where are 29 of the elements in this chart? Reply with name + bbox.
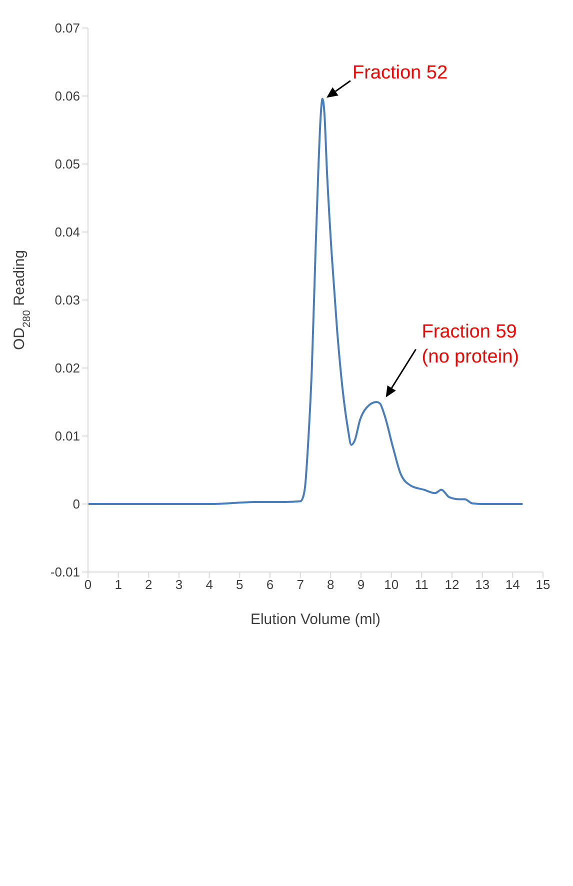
x-tick-label: 4 bbox=[206, 577, 213, 592]
y-tick-label: 0.07 bbox=[54, 20, 80, 36]
x-axis-title: Elution Volume (ml) bbox=[250, 611, 381, 628]
x-tick-label: 6 bbox=[266, 577, 274, 592]
x-tick-label: 11 bbox=[414, 577, 428, 592]
annotation: Fraction 59 (no protein) bbox=[422, 321, 519, 368]
x-tick-label: 13 bbox=[475, 577, 490, 592]
x-tick-label: 9 bbox=[357, 577, 365, 592]
x-tick-label: 12 bbox=[444, 577, 460, 592]
line-series bbox=[88, 98, 524, 505]
y-tick-label: 0 bbox=[72, 496, 80, 512]
x-tick-label: 15 bbox=[536, 577, 550, 592]
x-tick-label: 8 bbox=[327, 577, 334, 592]
x-tick-label: 2 bbox=[145, 577, 152, 592]
x-tick-label: 1 bbox=[114, 577, 122, 592]
y-tick-label: -0.01 bbox=[50, 564, 80, 580]
y-tick-label: 0.06 bbox=[54, 88, 80, 104]
y-tick-label: 0.04 bbox=[54, 224, 80, 240]
y-tick-label: 0.01 bbox=[54, 428, 80, 444]
x-tick-label: 5 bbox=[236, 577, 244, 592]
annotation: Fraction 52 bbox=[352, 62, 448, 84]
x-tick-label: 0 bbox=[84, 577, 92, 592]
x-tick-label: 14 bbox=[505, 577, 520, 592]
y-tick-label: 0.03 bbox=[54, 292, 80, 308]
y-tick-label: 0.02 bbox=[54, 360, 80, 376]
x-tick-label: 3 bbox=[175, 577, 183, 592]
x-tick-label: 10 bbox=[384, 577, 399, 592]
x-tick-label: 7 bbox=[296, 577, 304, 592]
y-tick-label: 0.05 bbox=[54, 156, 80, 172]
